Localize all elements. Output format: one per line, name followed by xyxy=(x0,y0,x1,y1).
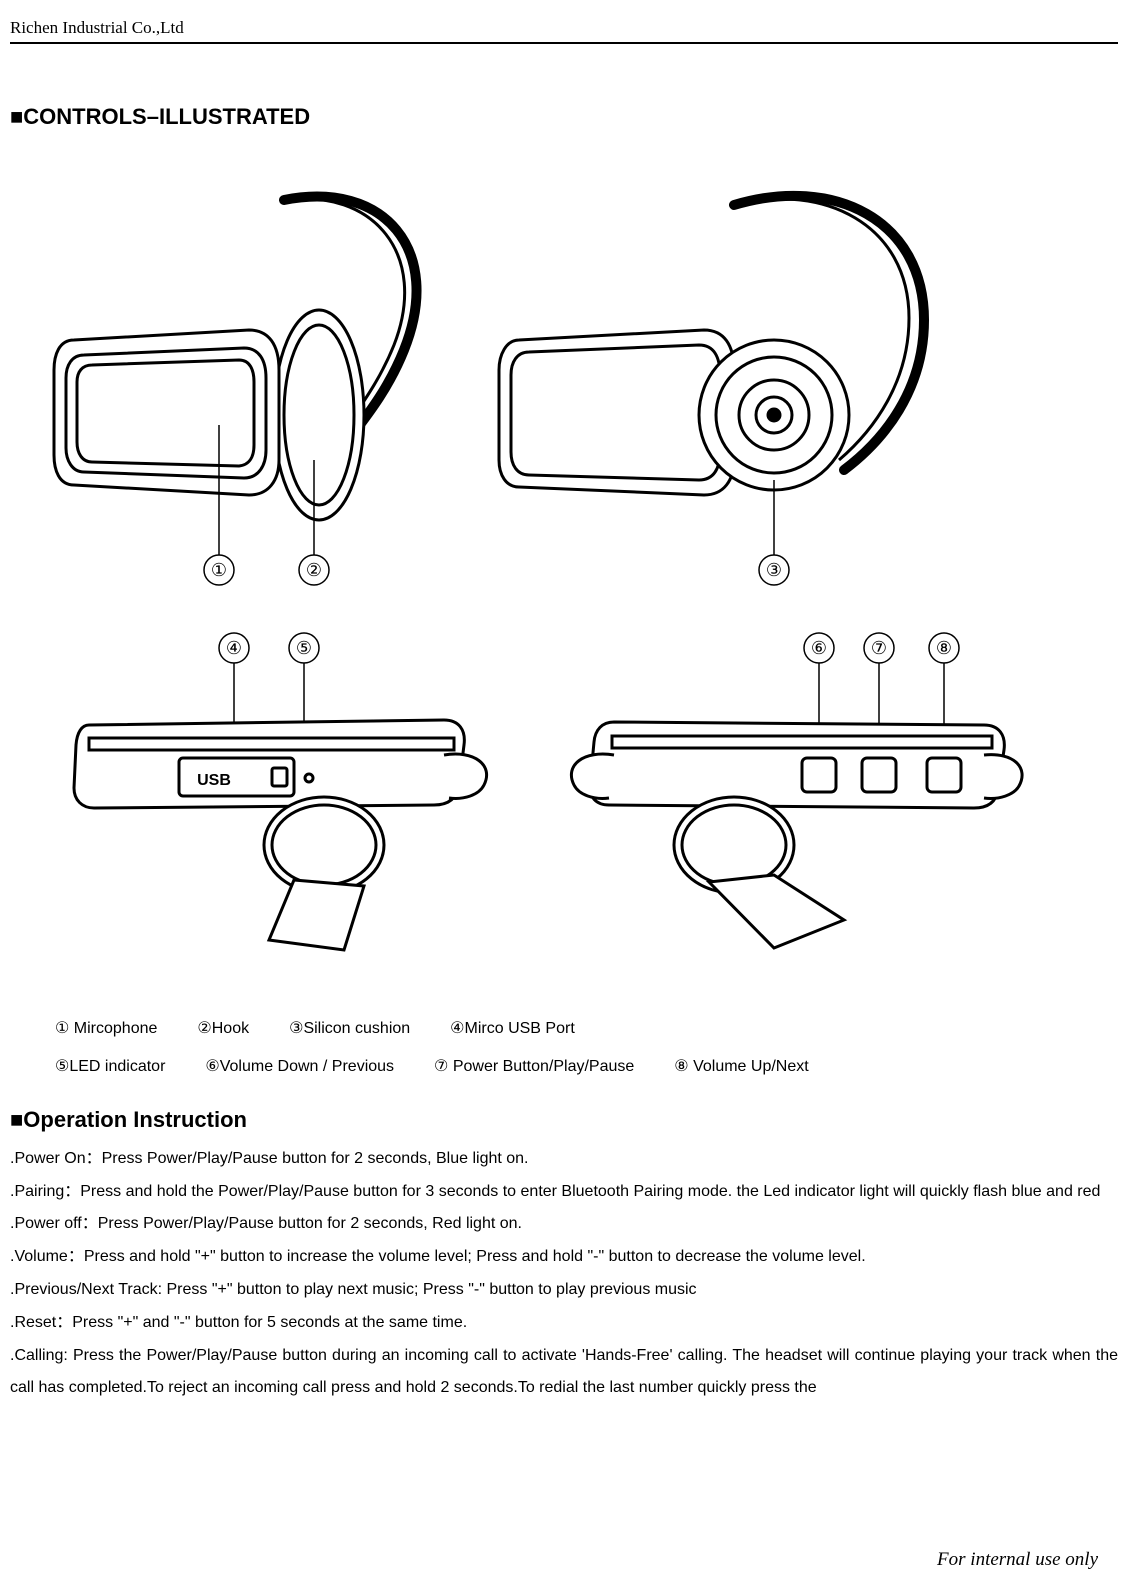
earpiece-left-view xyxy=(54,197,417,585)
op-line-1: .Power On：Press Power/Play/Pause button … xyxy=(10,1143,1118,1176)
legend-item-7: ⑦ Power Button/Play/Pause xyxy=(434,1048,634,1086)
footer-text: For internal use only xyxy=(937,1549,1098,1571)
callout-5: ⑤ xyxy=(296,638,312,658)
op-line-4: .Volume：Press and hold "+" button to inc… xyxy=(10,1241,1118,1274)
controls-diagram: ① ② ③ xyxy=(10,160,1118,980)
op-line-2: .Pairing：Press and hold the Power/Play/P… xyxy=(10,1176,1118,1209)
callout-3: ③ xyxy=(766,560,782,580)
legend-item-4: ④Mirco USB Port xyxy=(450,1010,575,1048)
company-header: Richen Industrial Co.,Ltd xyxy=(10,18,1118,44)
op-line-5: .Previous/Next Track: Press "+" button t… xyxy=(10,1274,1118,1307)
controls-svg: ① ② ③ xyxy=(10,160,1118,980)
legend-item-2: ②Hook xyxy=(197,1010,249,1048)
legend-item-8: ⑧ Volume Up/Next xyxy=(674,1048,808,1086)
op-line-3: .Power off：Press Power/Play/Pause button… xyxy=(10,1208,1118,1241)
legend-item-6: ⑥Volume Down / Previous xyxy=(205,1048,394,1086)
legend-item-5: ⑤LED indicator xyxy=(55,1048,165,1086)
legend: ① Mircophone ②Hook ③Silicon cushion ④Mir… xyxy=(10,1010,1118,1087)
op-line-7: .Calling: Press the Power/Play/Pause but… xyxy=(10,1340,1118,1406)
legend-item-1: ① Mircophone xyxy=(55,1010,157,1048)
earpiece-bottom-right xyxy=(571,633,1022,948)
earpiece-bottom-left xyxy=(74,633,487,950)
op-line-6: .Reset：Press "+" and "-" button for 5 se… xyxy=(10,1307,1118,1340)
callout-8: ⑧ xyxy=(936,638,952,658)
operation-title: ■Operation Instruction xyxy=(10,1107,1118,1133)
callout-6: ⑥ xyxy=(811,638,827,658)
callout-7: ⑦ xyxy=(871,638,887,658)
operation-body: .Power On：Press Power/Play/Pause button … xyxy=(10,1143,1118,1405)
callout-2: ② xyxy=(306,560,322,580)
legend-item-3: ③Silicon cushion xyxy=(289,1010,410,1048)
controls-title: ■CONTROLS–ILLUSTRATED xyxy=(10,104,1118,130)
callout-1: ① xyxy=(211,560,227,580)
callout-4: ④ xyxy=(226,638,242,658)
earpiece-right-view xyxy=(499,196,924,585)
usb-label: USB xyxy=(197,772,231,789)
